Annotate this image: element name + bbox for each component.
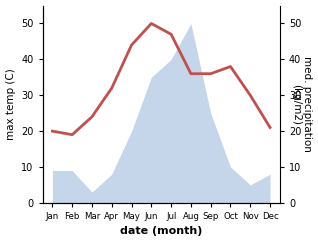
- Y-axis label: max temp (C): max temp (C): [5, 68, 16, 140]
- Y-axis label: med. precipitation
(kg/m2): med. precipitation (kg/m2): [291, 56, 313, 152]
- X-axis label: date (month): date (month): [120, 227, 203, 236]
